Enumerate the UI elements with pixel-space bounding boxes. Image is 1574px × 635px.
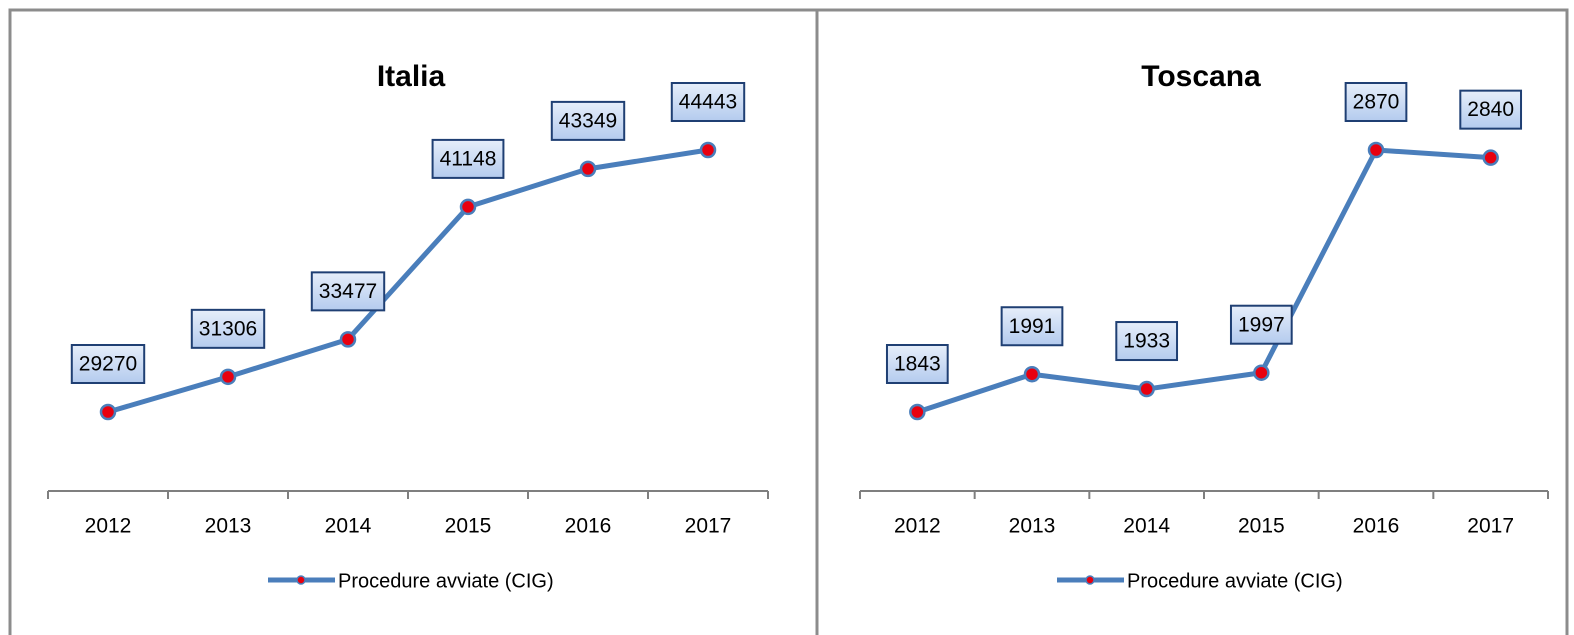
value-label-box: [670, 82, 746, 122]
marker: [339, 331, 357, 348]
legend-marker: [296, 575, 306, 585]
value-label: 41148: [440, 147, 497, 170]
value-label-box: [1459, 89, 1523, 130]
marker: [1482, 149, 1499, 166]
x-tick-label: 2015: [1238, 515, 1285, 538]
legend-marker: [1085, 575, 1095, 585]
chart-title: Italia: [377, 60, 446, 93]
marker: [1253, 364, 1270, 381]
chart-title: Toscana: [1141, 60, 1261, 93]
marker: [1023, 365, 1041, 383]
value-label-box: [310, 271, 386, 312]
marker: [1367, 141, 1385, 159]
x-tick-label: 2013: [205, 515, 252, 538]
marker: [99, 403, 117, 421]
line: [107, 147, 709, 415]
value-label: 2870: [1353, 91, 1400, 114]
value-label-box: [550, 100, 626, 141]
x-tick-label: 2014: [325, 515, 372, 538]
x-tick-label: 2016: [565, 515, 612, 538]
x-tick-label: 2017: [1467, 515, 1514, 538]
x-tick-label: 2012: [85, 515, 132, 538]
value-label-box: [1000, 306, 1064, 347]
value-label-box: [1344, 82, 1408, 122]
value-label: 44443: [679, 91, 737, 114]
x-tick-label: 2016: [1353, 515, 1400, 538]
value-label: 29270: [79, 353, 137, 376]
x-tick-label: 2014: [1123, 515, 1170, 538]
legend-label: Procedure avviate (CIG): [338, 570, 554, 592]
value-label-box: [431, 138, 505, 179]
marker: [219, 368, 237, 386]
value-label: 2840: [1467, 98, 1514, 121]
marker: [1138, 380, 1155, 398]
marker: [699, 141, 717, 159]
x-tick-label: 2012: [894, 515, 941, 538]
value-label: 31306: [199, 317, 257, 340]
value-label-box: [70, 344, 146, 384]
value-label: 33477: [319, 280, 377, 303]
value-label: 43349: [559, 109, 617, 132]
value-label-box: [190, 308, 266, 349]
legend-label: Procedure avviate (CIG): [1127, 570, 1343, 592]
value-label: 1933: [1123, 330, 1170, 353]
line: [916, 147, 1491, 415]
value-label-box: [1229, 304, 1293, 345]
value-label: 1843: [894, 353, 941, 376]
marker: [909, 403, 926, 421]
x-tick-label: 2013: [1009, 515, 1056, 538]
x-tick-label: 2017: [685, 515, 732, 538]
frame: [8, 8, 1569, 635]
value-label: 1991: [1009, 315, 1056, 338]
value-label: 1997: [1238, 313, 1285, 336]
marker: [579, 160, 597, 178]
value-label-box: [1115, 321, 1179, 362]
marker: [459, 198, 477, 216]
value-label-box: [885, 344, 949, 384]
x-tick-label: 2015: [445, 515, 492, 538]
